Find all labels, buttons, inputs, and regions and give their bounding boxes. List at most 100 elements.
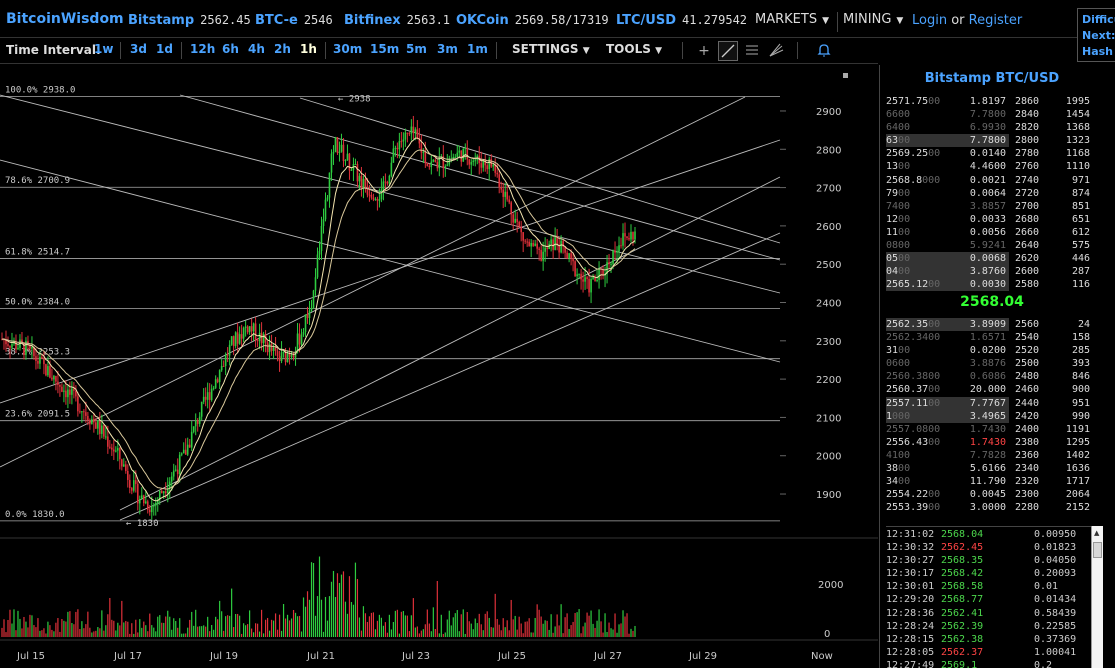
interval-3d[interactable]: 3d (130, 42, 147, 56)
candle-body-up (320, 226, 323, 252)
candle-body-up (63, 390, 65, 392)
order-row: 6600 7.7800 2840 1454 (886, 108, 1098, 121)
candle-body-down (266, 342, 269, 353)
candle-body-down (216, 379, 219, 383)
parallel-lines-icon[interactable] (742, 41, 762, 61)
ticker-ltcusd[interactable]: LTC/USD 41.279542 (616, 13, 747, 28)
candle-body-down (494, 164, 497, 173)
trend-line (0, 96, 746, 468)
ticker-bitstamp[interactable]: Bitstamp 2562.45 (128, 13, 251, 28)
order-row: 1300 4.4600 2760 1110 (886, 160, 1098, 173)
interval-15m[interactable]: 15m (370, 42, 400, 56)
fib-level-label: 100.0% 2938.0 (5, 85, 75, 95)
login-link[interactable]: Login (912, 13, 948, 28)
depth-sum: 990 (1071, 410, 1090, 422)
depth-level: 2360 (1015, 449, 1040, 461)
trade-amount: 0.37369 (1034, 633, 1077, 645)
interval-1m[interactable]: 1m (467, 42, 488, 56)
candle-body-up (326, 197, 329, 200)
depth-sum: 2152 (1065, 502, 1090, 514)
candle-body-up (132, 480, 135, 491)
order-row: 2553.3900 3.0000 2280 2152 (886, 501, 1098, 514)
alert-bell-icon[interactable] (814, 41, 834, 61)
order-price: 1300 (886, 161, 911, 173)
candle-body-down (93, 419, 95, 423)
candle-body-down (127, 470, 129, 480)
trade-time: 12:28:24 (886, 620, 935, 632)
candle-body-up (344, 160, 347, 162)
depth-sum: 158 (1071, 332, 1090, 344)
interval-30m[interactable]: 30m (333, 42, 363, 56)
price-chart[interactable]: 1900 2000 2100 2200 2300 2400 2500 2600 2700 2800… (0, 65, 878, 668)
candle-body-up (316, 254, 319, 278)
ticker-price: 41.279542 (682, 13, 748, 27)
order-row: 3400 11.790 2320 1717 (886, 475, 1098, 488)
candle-body-down (7, 344, 9, 346)
candle-body-up (438, 157, 441, 169)
difficulty-box[interactable]: Difficu Next: Hash R (1077, 8, 1115, 62)
depth-sum: 846 (1071, 371, 1090, 383)
candle-body-down (406, 132, 409, 134)
candle-body-down (164, 491, 167, 494)
order-row: 2557.0800 1.7430 2400 1191 (886, 423, 1098, 436)
depth-level: 2300 (1015, 489, 1040, 501)
interval-6h[interactable]: 6h (222, 42, 239, 56)
pitchfork-icon[interactable] (766, 41, 786, 61)
order-amount: 0.0140 (969, 148, 1006, 160)
trade-price: 2568.35 (941, 555, 984, 567)
recent-trades-list[interactable]: 12:31:02 2568.04 0.00950 12:30:32 2562.45 0.0… (886, 526, 1092, 668)
candle-body-up (202, 396, 205, 402)
tools-menu[interactable]: TOOLS ▼ (606, 42, 662, 56)
trades-scrollbar[interactable]: ▲ (1091, 526, 1103, 668)
order-price: 1100 (886, 226, 911, 238)
order-amount: 1.7430 (969, 423, 1006, 435)
interval-2h[interactable]: 2h (274, 42, 291, 56)
register-link[interactable]: Register (968, 13, 1023, 28)
candle-body-up (158, 490, 161, 500)
candle-body-up (318, 251, 321, 255)
scroll-up-icon[interactable]: ▲ (1094, 529, 1100, 537)
candle-body-up (210, 388, 213, 400)
brand-logo[interactable]: BitcoinWisdom (6, 11, 124, 27)
order-price: 7400 (886, 200, 911, 212)
interval-4h[interactable]: 4h (248, 42, 265, 56)
candle-body-up (123, 464, 125, 467)
interval-1w[interactable]: 1w (94, 42, 114, 56)
candle-body-down (298, 333, 301, 345)
crosshair-icon[interactable]: + (698, 43, 710, 59)
interval-1d[interactable]: 1d (156, 42, 173, 56)
candle-body-down (522, 232, 524, 241)
settings-menu[interactable]: SETTINGS ▼ (512, 42, 590, 56)
interval-5m[interactable]: 5m (406, 42, 427, 56)
interval-12h[interactable]: 12h (190, 42, 216, 56)
candle-body-down (556, 236, 558, 246)
ticker-btce[interactable]: BTC-e 2546 (255, 13, 333, 28)
candle-body-down (69, 389, 71, 395)
candle-body-up (410, 126, 413, 134)
ema-slow-line (2, 149, 636, 490)
candle-body-down (614, 250, 616, 253)
candle-body-up (382, 181, 385, 190)
depth-sum: 851 (1071, 200, 1090, 212)
candle-body-down (15, 340, 17, 350)
candle-body-up (596, 279, 598, 282)
scroll-thumb[interactable] (1093, 542, 1102, 558)
markets-menu[interactable]: MARKETS ▼ (755, 12, 838, 32)
order-price: 6600 (886, 109, 911, 121)
ticker-bitfinex[interactable]: Bitfinex 2563.1 (344, 13, 450, 28)
candle-body-up (178, 454, 181, 475)
candle-body-down (61, 386, 63, 392)
order-amount: 7.7828 (969, 449, 1006, 461)
trade-time: 12:30:27 (886, 555, 935, 567)
candle-body-up (358, 175, 361, 182)
line-icon[interactable] (718, 41, 738, 61)
candle-body-down (424, 151, 427, 163)
candle-body-up (252, 323, 255, 332)
order-amount: 5.6166 (969, 463, 1006, 475)
mining-menu[interactable]: MINING ▼ (843, 12, 903, 32)
candle-body-down (130, 488, 133, 491)
interval-1h[interactable]: 1h (300, 42, 317, 56)
chart-canvas[interactable]: 1900 2000 2100 2200 2300 2400 2500 2600 2700 2800… (0, 65, 878, 668)
interval-3m[interactable]: 3m (437, 42, 458, 56)
ticker-okcoin[interactable]: OKCoin 2569.58/17319 (456, 13, 609, 28)
